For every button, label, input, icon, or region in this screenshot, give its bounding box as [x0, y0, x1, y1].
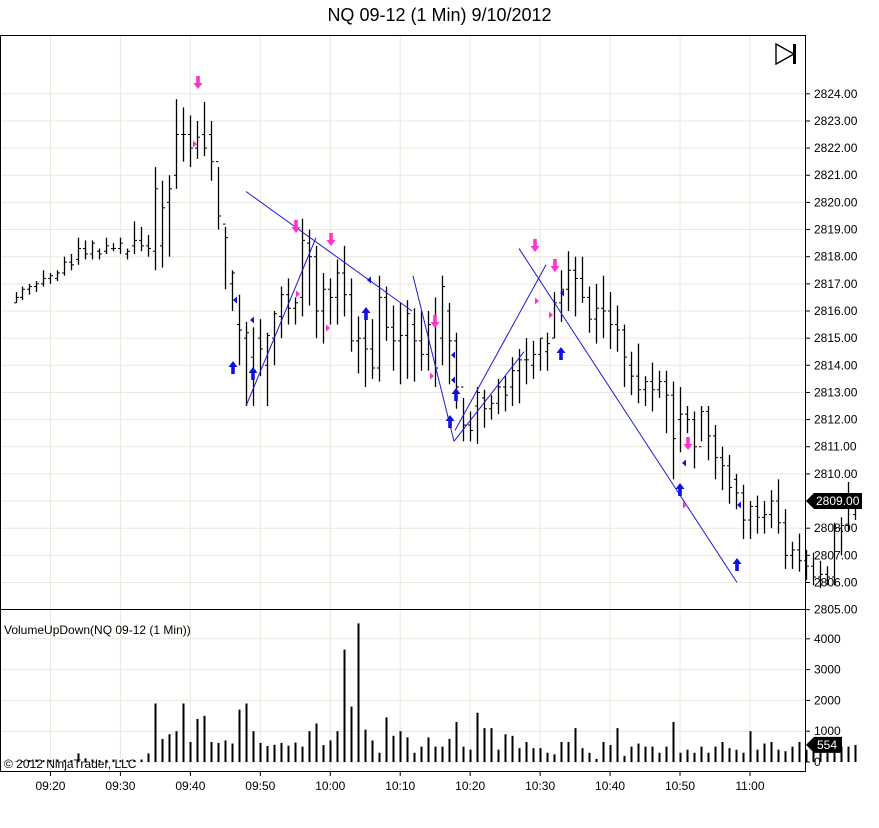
trend-line: [412, 275, 455, 442]
signal-triangle-icon: [233, 296, 237, 304]
price-grid: [1, 36, 805, 611]
signal-triangle-icon: [549, 311, 553, 319]
price-tick-label: 2815.00: [814, 331, 858, 345]
trend-lines: [245, 191, 738, 583]
price-tick-label: 2820.00: [814, 195, 858, 209]
volume-tick-label: 1000: [814, 724, 841, 738]
trend-line: [454, 264, 547, 431]
sell-arrow-icon: [430, 315, 440, 328]
signal-triangle-icon: [250, 316, 254, 324]
sell-arrow-icon: [326, 233, 336, 246]
volume-axis: 0 1000 2000 3000 4000: [805, 632, 841, 769]
trade-signals: [193, 76, 742, 571]
price-tick-label: 2814.00: [814, 358, 858, 372]
end-bar-icon: [793, 44, 796, 64]
indicator-label: VolumeUpDown(NQ 09-12 (1 Min)): [4, 623, 191, 637]
time-tick-label: 10:50: [665, 779, 695, 793]
last-volume-label: 554: [817, 738, 837, 752]
price-tick-label: 2823.00: [814, 114, 858, 128]
sell-arrow-icon: [683, 437, 693, 450]
signal-triangle-icon: [683, 501, 687, 509]
volume-panel: VolumeUpDown(NQ 09-12 (1 Min)) © 2012 Ni…: [0, 609, 857, 772]
time-tick-label: 09:20: [35, 779, 65, 793]
price-tick-label: 2824.00: [814, 87, 858, 101]
signal-triangle-icon: [682, 459, 686, 467]
time-tick-label: 10:10: [385, 779, 415, 793]
price-tick-label: 2808.00: [814, 521, 858, 535]
play-end-icon: [775, 42, 796, 66]
buy-arrow-icon: [675, 483, 685, 496]
time-tick-label: 09:40: [175, 779, 205, 793]
volume-tick-label: 4000: [814, 632, 841, 646]
volume-tick-label: 2000: [814, 693, 841, 707]
volume-panel-frame: [0, 609, 806, 772]
last-price-flag: 2809.00: [806, 493, 862, 510]
buy-arrow-icon: [361, 307, 371, 320]
time-tick-label: 09:30: [105, 779, 135, 793]
time-tick-label: 09:50: [245, 779, 275, 793]
price-tick-label: 2812.00: [814, 413, 858, 427]
price-tick-label: 2819.00: [814, 223, 858, 237]
signal-triangle-icon: [560, 289, 564, 297]
price-panel: [0, 35, 858, 611]
sell-arrow-icon: [530, 239, 540, 252]
price-panel-frame: [0, 35, 806, 610]
price-marks: [14, 99, 858, 588]
sell-arrow-icon: [291, 220, 301, 233]
signal-triangle-icon: [535, 297, 539, 305]
price-tick-label: 2807.00: [814, 548, 858, 562]
price-tick-label: 2817.00: [814, 277, 858, 291]
buy-arrow-icon: [248, 367, 258, 380]
price-tick-label: 2810.00: [814, 467, 858, 481]
signal-triangle-icon: [737, 501, 741, 509]
price-axis: 2805.00 2806.00 2807.00 2808.00 2809.00 2810.…: [805, 87, 858, 617]
buy-arrow-icon: [556, 347, 566, 360]
time-tick-label: 11:00: [735, 779, 764, 793]
price-tick-label: 2821.00: [814, 168, 858, 182]
time-axis: 09:20 09:30 09:40 09:50 10:00 10:10 10:20 10:30…: [35, 771, 765, 793]
last-volume-flag-shape: [806, 736, 842, 753]
signal-triangle-icon: [430, 372, 434, 380]
sell-arrow-icon: [550, 259, 560, 272]
signal-triangle-icon: [451, 351, 455, 359]
volume-tick-label: 0: [814, 755, 821, 769]
volume-tick-label: 3000: [814, 663, 841, 677]
trend-line: [245, 191, 413, 312]
trend-line: [453, 351, 525, 442]
signal-triangle-icon: [451, 376, 455, 384]
buy-arrow-icon: [445, 415, 455, 428]
signal-triangle-icon: [193, 140, 197, 148]
time-tick-label: 10:20: [455, 779, 485, 793]
trend-line: [518, 248, 738, 583]
chart-title: NQ 09-12 (1 Min) 9/10/2012: [327, 5, 552, 25]
price-tick-label: 2813.00: [814, 385, 858, 399]
sell-arrow-icon: [193, 76, 203, 89]
price-tick-label: 2806.00: [814, 575, 858, 589]
last-price-label: 2809.00: [816, 494, 860, 508]
buy-arrow-icon: [451, 388, 461, 401]
copyright-text: © 2012 NinjaTrader, LLC: [4, 757, 137, 771]
price-tick-label: 2822.00: [814, 141, 858, 155]
signal-triangle-icon: [367, 276, 371, 284]
signal-triangle-icon: [326, 324, 330, 332]
volume-bars: [15, 623, 857, 762]
buy-arrow-icon: [732, 558, 742, 571]
trend-line: [245, 237, 317, 407]
time-tick-label: 10:30: [525, 779, 555, 793]
buy-arrow-icon: [228, 361, 238, 374]
last-volume-flag: 554: [806, 736, 842, 753]
price-tick-label: 2805.00: [814, 603, 858, 617]
scroll-to-end-button[interactable]: [775, 42, 796, 66]
price-tick-label: 2811.00: [814, 440, 857, 454]
signal-triangle-icon: [296, 290, 300, 298]
price-tick-label: 2818.00: [814, 250, 858, 264]
time-tick-label: 10:40: [595, 779, 625, 793]
price-tick-label: 2816.00: [814, 304, 858, 318]
time-tick-label: 10:00: [315, 779, 345, 793]
last-price-flag-shape: [806, 493, 862, 510]
